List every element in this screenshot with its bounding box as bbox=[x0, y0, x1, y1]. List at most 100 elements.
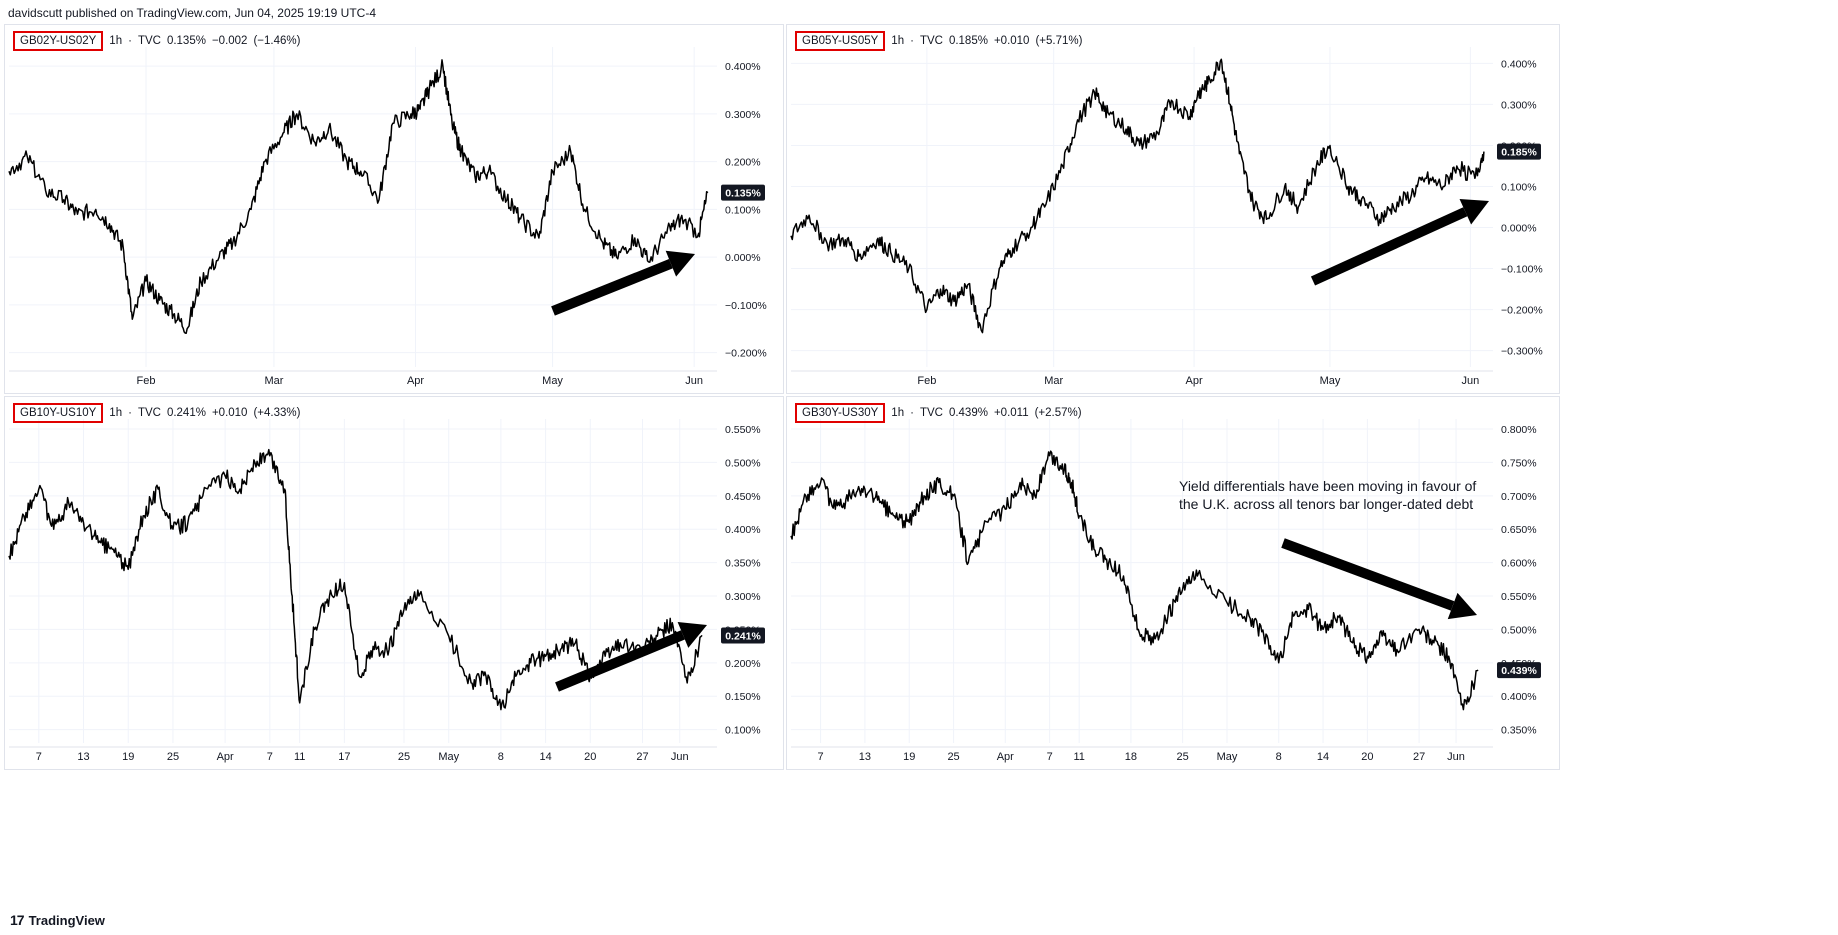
y-tick-label: 0.300% bbox=[1501, 99, 1537, 111]
annotation-arrow-shaft bbox=[551, 259, 673, 316]
interval-label: 1h bbox=[891, 35, 905, 47]
x-tick-label: Apr bbox=[407, 375, 424, 387]
change-percent: (+5.71%) bbox=[1035, 35, 1083, 47]
price-badge bbox=[1497, 143, 1541, 160]
y-tick-label: 0.750% bbox=[1501, 457, 1537, 469]
interval-label: 1h bbox=[109, 407, 123, 419]
annotation-arrow-head bbox=[665, 250, 695, 277]
price-badge bbox=[1497, 662, 1541, 679]
symbol-label[interactable]: GB02Y-US02Y bbox=[13, 31, 104, 51]
series-line bbox=[790, 450, 1479, 711]
chart-svg: 0.400%0.300%0.200%0.100%0.000%−0.100%−0.… bbox=[8, 47, 767, 387]
y-tick-label: −0.200% bbox=[725, 348, 767, 360]
x-tick-label: 25 bbox=[947, 751, 959, 763]
annotation-text: the U.K. across all tenors bar longer-da… bbox=[1179, 496, 1473, 512]
chart-panel-gb30y-us30y[interactable]: 0.800% 0.750% 0.700% 0.650% 0.600% 0.550% 0.50… bbox=[786, 396, 1560, 770]
y-tick-label: 0.150% bbox=[725, 691, 761, 703]
x-tick-label: 25 bbox=[398, 751, 410, 763]
y-tick-label: 0.300% bbox=[725, 591, 761, 603]
price-badge bbox=[721, 184, 765, 201]
annotation-arrow-head bbox=[677, 621, 707, 648]
x-tick-label: 13 bbox=[859, 751, 871, 763]
x-tick-label: Feb bbox=[917, 375, 936, 387]
last-value: 0.439% bbox=[948, 407, 988, 419]
x-tick-label: Apr bbox=[1186, 375, 1203, 387]
x-tick-label: Apr bbox=[997, 751, 1014, 763]
y-tick-label: 0.600% bbox=[1501, 558, 1537, 570]
legend-separator: · bbox=[910, 407, 914, 419]
source-label: TVC bbox=[919, 407, 943, 419]
x-tick-label: 13 bbox=[77, 751, 89, 763]
x-tick-label: Apr bbox=[217, 751, 234, 763]
y-tick-label: −0.100% bbox=[725, 300, 767, 312]
chart-svg: 0.800% 0.750% 0.700% 0.650% 0.600% 0.550% 0.50… bbox=[790, 419, 1541, 763]
legend-separator: · bbox=[910, 35, 914, 47]
change-percent: (+4.33%) bbox=[253, 407, 301, 419]
x-tick-label: 17 bbox=[338, 751, 350, 763]
y-tick-label: 0.100% bbox=[725, 725, 761, 737]
chart-legend: GB30Y-US30Y 1h · TVC 0.439% +0.011 (+2.57… bbox=[795, 403, 1082, 423]
x-tick-label: 27 bbox=[636, 751, 648, 763]
symbol-label[interactable]: GB10Y-US10Y bbox=[13, 403, 104, 423]
change-value: +0.011 bbox=[993, 407, 1029, 419]
interval-label: 1h bbox=[109, 35, 123, 47]
chart-panel-gb10y-us10y[interactable]: 0.550%0.500%0.450%0.400%0.350%0.300%0.25… bbox=[4, 396, 784, 770]
x-tick-label: 11 bbox=[1073, 751, 1084, 763]
x-tick-label: 7 bbox=[817, 751, 823, 763]
legend-separator: · bbox=[128, 35, 132, 47]
x-tick-label: 8 bbox=[498, 751, 504, 763]
publisher-credit: davidscutt published on TradingView.com,… bbox=[8, 6, 377, 20]
annotation-arrow-shaft bbox=[555, 630, 685, 692]
source-label: TVC bbox=[137, 35, 161, 47]
change-value: +0.010 bbox=[211, 407, 248, 419]
tradingview-footer[interactable]: 17 TradingView bbox=[10, 912, 105, 928]
interval-label: 1h bbox=[891, 407, 905, 419]
y-tick-label: 0.400% bbox=[725, 61, 761, 73]
x-tick-label: 20 bbox=[584, 751, 596, 763]
series-line bbox=[8, 59, 709, 334]
y-tick-label: 0.400% bbox=[1501, 58, 1537, 70]
price-badge-label: 0.241% bbox=[725, 630, 761, 642]
chart-svg: 0.550%0.500%0.450%0.400%0.350%0.300%0.25… bbox=[8, 419, 765, 763]
annotation-arrow-shaft bbox=[1310, 207, 1468, 286]
x-tick-label: Mar bbox=[264, 375, 283, 387]
y-tick-label: 0.550% bbox=[1501, 591, 1537, 603]
chart-legend: GB02Y-US02Y 1h · TVC 0.135% −0.002 (−1.46… bbox=[13, 31, 300, 51]
source-label: TVC bbox=[919, 35, 943, 47]
y-tick-label: 0.100% bbox=[725, 204, 761, 216]
y-tick-label: 0.400% bbox=[1501, 691, 1537, 703]
last-value: 0.241% bbox=[166, 407, 206, 419]
y-tick-label: 0.350% bbox=[1501, 725, 1537, 737]
symbol-label[interactable]: GB30Y-US30Y bbox=[795, 403, 886, 423]
x-tick-label: Feb bbox=[137, 375, 156, 387]
last-value: 0.135% bbox=[166, 35, 206, 47]
price-badge-label: 0.185% bbox=[1501, 147, 1537, 159]
y-tick-label: 0.200% bbox=[725, 658, 761, 670]
x-tick-label: Jun bbox=[671, 751, 689, 763]
annotation-arrow-shaft bbox=[1281, 538, 1455, 611]
change-value: +0.010 bbox=[993, 35, 1030, 47]
y-tick-label: 0.800% bbox=[1501, 424, 1537, 436]
x-tick-label: 19 bbox=[122, 751, 134, 763]
chart-panel-gb05y-us05y[interactable]: 0.400%0.300%0.200%0.100%0.000%−0.100%−0.… bbox=[786, 24, 1560, 394]
legend-separator: · bbox=[128, 407, 132, 419]
y-tick-label: 0.500% bbox=[725, 457, 761, 469]
annotation-text: Yield differentials have been moving in … bbox=[1179, 478, 1476, 494]
change-percent: (+2.57%) bbox=[1034, 407, 1082, 419]
source-label: TVC bbox=[137, 407, 161, 419]
chart-svg: 0.400%0.300%0.200%0.100%0.000%−0.100%−0.… bbox=[790, 47, 1543, 387]
y-tick-label: −0.300% bbox=[1501, 346, 1543, 358]
series-line bbox=[8, 448, 703, 711]
x-tick-label: 7 bbox=[267, 751, 273, 763]
annotation-arrow-head bbox=[1459, 199, 1489, 225]
chart-panel-gb02y-us02y[interactable]: 0.400% 0.300% 0.200% 0.100% 0.000% −0.100% −0.… bbox=[4, 24, 784, 394]
y-tick-label: 0.550% bbox=[725, 424, 761, 436]
x-tick-label: Jun bbox=[1447, 751, 1465, 763]
series-line bbox=[790, 58, 1485, 334]
x-tick-label: Jun bbox=[1461, 375, 1479, 387]
symbol-label[interactable]: GB05Y-US05Y bbox=[795, 31, 886, 51]
y-tick-label: 0.000% bbox=[1501, 223, 1537, 235]
chart-legend: GB05Y-US05Y 1h · TVC 0.185% +0.010 (+5.71… bbox=[795, 31, 1082, 51]
price-badge-label: 0.135% bbox=[725, 188, 761, 200]
x-tick-label: 25 bbox=[1177, 751, 1189, 763]
